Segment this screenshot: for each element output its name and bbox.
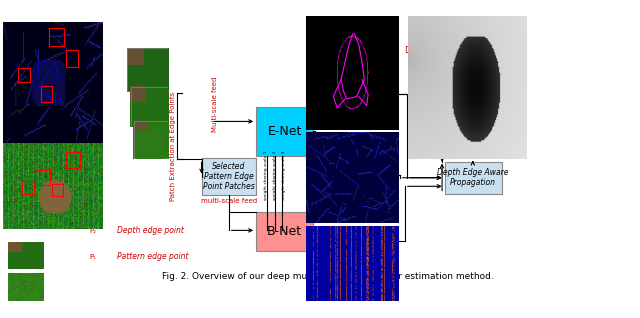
Bar [22, 181, 34, 194]
Text: Patch Extraction at Edge Points: Patch Extraction at Edge Points [170, 91, 176, 201]
Bar [66, 152, 81, 168]
Bar [66, 50, 78, 67]
Text: P: P [36, 169, 39, 174]
Text: P₂: P₂ [89, 228, 96, 234]
Bar [41, 86, 52, 101]
Bar [49, 28, 64, 46]
Text: weight sharing scale 3: weight sharing scale 3 [282, 151, 286, 200]
Text: Depth Edge Aware
Propagation: Depth Edge Aware Propagation [437, 168, 509, 187]
Text: weight sharing scale 1: weight sharing scale 1 [264, 151, 268, 200]
FancyBboxPatch shape [202, 158, 256, 195]
Text: multi-scale feed: multi-scale feed [201, 198, 257, 204]
Text: E-Net: E-Net [268, 125, 302, 138]
Text: Pattern  edges: Pattern edges [325, 204, 381, 213]
Text: Depth edge point: Depth edge point [117, 226, 184, 235]
Text: Depth edges: Depth edges [328, 135, 377, 144]
Text: B-Net: B-Net [267, 225, 302, 238]
Bar [52, 184, 63, 196]
Text: P: P [68, 151, 70, 156]
Text: P₁: P₁ [89, 254, 96, 260]
Bar [19, 68, 30, 82]
Text: Selected
Pattern Edge
Point Patches: Selected Pattern Edge Point Patches [203, 162, 255, 191]
Text: Sparse blur map: Sparse blur map [321, 265, 385, 274]
Text: weight sharing scale 2: weight sharing scale 2 [273, 151, 277, 200]
Text: Pattern edge point: Pattern edge point [117, 252, 189, 261]
FancyBboxPatch shape [256, 212, 313, 251]
FancyBboxPatch shape [256, 107, 313, 156]
Text: Fig. 2. Overview of our deep multi-scale defocus blur estimation method.: Fig. 2. Overview of our deep multi-scale… [162, 272, 494, 280]
Bar [35, 170, 50, 185]
Text: Multi-scale feed: Multi-scale feed [212, 77, 218, 132]
Text: Defocus Blur Map: Defocus Blur Map [405, 45, 479, 54]
FancyBboxPatch shape [445, 162, 502, 194]
